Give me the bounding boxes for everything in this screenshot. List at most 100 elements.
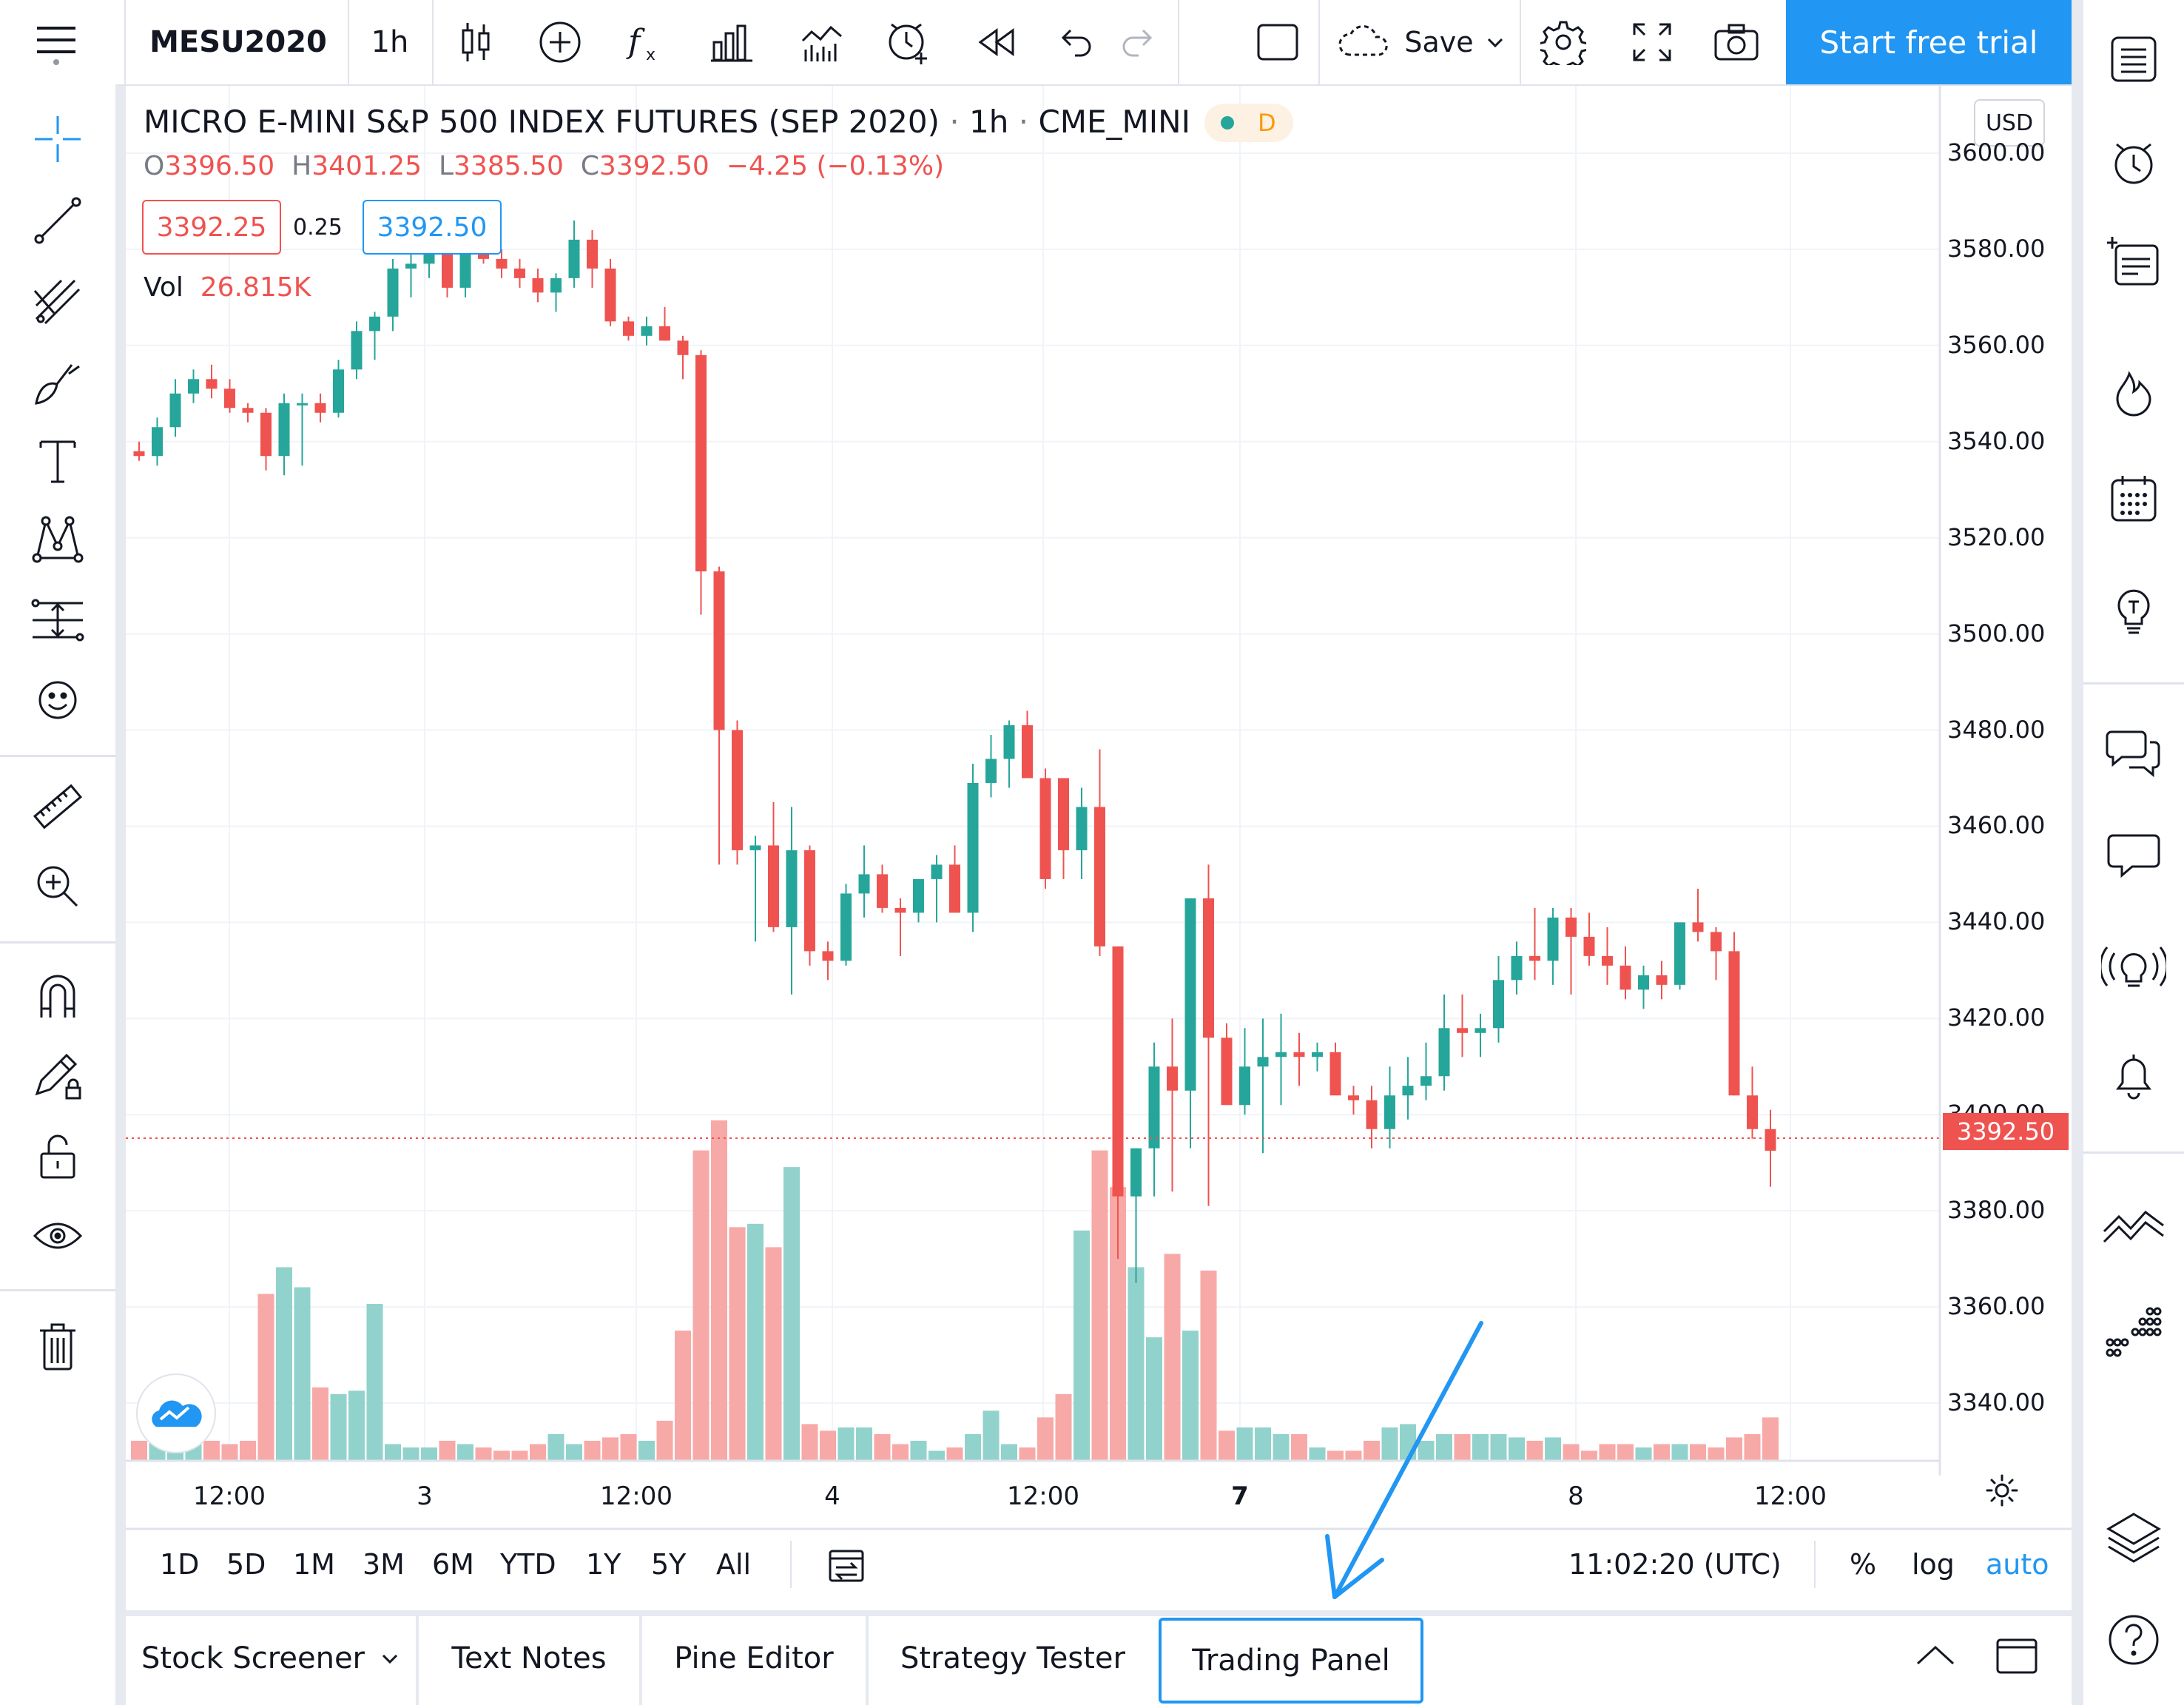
volume-bar <box>1690 1444 1706 1461</box>
add-compare-icon[interactable] <box>518 0 602 84</box>
undo-icon[interactable] <box>1033 0 1117 84</box>
alert-add-icon[interactable] <box>866 0 950 84</box>
watchlist-icon[interactable] <box>2101 27 2166 92</box>
settings-gear-icon[interactable] <box>1521 0 1605 84</box>
tab-pine-editor[interactable]: Pine Editor <box>642 1616 866 1701</box>
market-status-badge[interactable]: D <box>1204 104 1293 142</box>
lock-icon[interactable] <box>27 1125 89 1187</box>
range-1y[interactable]: 1Y <box>586 1548 621 1581</box>
candle <box>1728 932 1740 1096</box>
tab-strategy-tester[interactable]: Strategy Tester <box>869 1616 1157 1701</box>
range-5d[interactable]: 5D <box>226 1548 266 1581</box>
magnet-icon[interactable] <box>27 965 89 1027</box>
tab-stock-screener[interactable]: Stock Screener <box>126 1616 414 1701</box>
help-icon[interactable] <box>2101 1607 2166 1672</box>
volume-bar <box>366 1304 383 1461</box>
volume-bar <box>1037 1417 1054 1461</box>
maximize-panel-icon[interactable] <box>1995 1637 2039 1678</box>
eye-icon[interactable] <box>27 1205 89 1267</box>
zoom-in-icon[interactable] <box>27 855 89 918</box>
candles-chart-type-icon[interactable] <box>434 0 518 84</box>
chart-canvas[interactable] <box>126 86 2072 1610</box>
candle <box>967 764 979 932</box>
chart-pane[interactable] <box>126 86 2072 1610</box>
streams-icon[interactable] <box>2101 934 2166 999</box>
notifications-bell-icon[interactable] <box>2101 1043 2166 1109</box>
chart-legend[interactable]: MICRO E-MINI S&P 500 INDEX FUTURES (SEP … <box>144 104 1190 140</box>
hotlist-flame-icon[interactable] <box>2101 361 2166 426</box>
candle <box>405 249 417 297</box>
candle-body <box>1203 898 1214 1038</box>
alarm-clock-icon[interactable] <box>2101 130 2166 195</box>
candle-body <box>1765 1129 1776 1151</box>
redo-icon[interactable] <box>1096 0 1181 84</box>
candle-body <box>985 759 997 783</box>
replay-icon[interactable] <box>954 0 1039 84</box>
order-book-icon[interactable] <box>2101 1299 2166 1365</box>
time-tick-label: 12:00 <box>1754 1482 1827 1511</box>
crosshair-icon[interactable] <box>27 108 89 170</box>
volume-bar <box>729 1227 746 1461</box>
clock-readout[interactable]: 11:02:20 (UTC) <box>1568 1548 1782 1581</box>
tradingview-logo-icon[interactable] <box>138 1375 215 1452</box>
tab-trading-panel[interactable]: Trading Panel <box>1159 1618 1423 1704</box>
candle-body <box>260 412 272 457</box>
layers-icon[interactable] <box>2101 1505 2166 1570</box>
candle <box>804 845 815 966</box>
interval-button[interactable]: 1h <box>349 0 431 84</box>
sell-price-button[interactable]: 3392.25 <box>142 200 281 255</box>
pattern-icon[interactable] <box>27 509 89 571</box>
currency-button[interactable]: USD <box>1974 99 2045 147</box>
smiley-icon[interactable] <box>27 669 89 731</box>
trash-icon[interactable] <box>27 1316 89 1378</box>
ruler-icon[interactable] <box>27 776 89 838</box>
range-1m[interactable]: 1M <box>293 1548 335 1581</box>
price-tick-label: 3420.00 <box>1947 1003 2046 1032</box>
range-6m[interactable]: 6M <box>432 1548 474 1581</box>
tab-text-notes[interactable]: Text Notes <box>419 1616 639 1701</box>
range-5y[interactable]: 5Y <box>651 1548 687 1581</box>
percent-toggle[interactable]: % <box>1850 1548 1877 1581</box>
axis-settings-icon[interactable] <box>1986 1474 2018 1510</box>
brush-icon[interactable] <box>27 352 89 414</box>
range-1d[interactable]: 1D <box>160 1548 200 1581</box>
log-toggle[interactable]: log <box>1912 1548 1955 1581</box>
chats-icon[interactable] <box>2101 719 2166 784</box>
fullscreen-icon[interactable] <box>1610 0 1694 84</box>
start-free-trial-button[interactable]: Start free trial <box>1786 0 2072 84</box>
layout-icon[interactable] <box>1236 0 1320 84</box>
range-3m[interactable]: 3M <box>363 1548 405 1581</box>
buy-price-button[interactable]: 3392.50 <box>363 200 502 255</box>
go-to-date-icon[interactable] <box>826 1547 867 1588</box>
collapse-panel-icon[interactable] <box>1913 1640 1958 1672</box>
dom-chart-icon[interactable] <box>2101 1196 2166 1261</box>
trend-line-icon[interactable] <box>27 189 89 252</box>
public-chat-icon[interactable] <box>2101 823 2166 888</box>
pitchfork-icon[interactable] <box>27 271 89 333</box>
time-tick-label: 12:00 <box>1007 1482 1079 1511</box>
volume-bar <box>348 1390 365 1461</box>
text-icon[interactable] <box>27 429 89 491</box>
ideas-lightbulb-icon[interactable] <box>2101 577 2166 642</box>
symbol-search[interactable]: MESU2020 <box>127 0 349 84</box>
stay-in-drawing-icon[interactable] <box>27 1045 89 1107</box>
candle <box>1493 955 1504 1043</box>
prediction-icon[interactable] <box>27 589 89 651</box>
financials-icon[interactable] <box>690 0 774 84</box>
candle-body <box>459 254 471 288</box>
calendar-icon[interactable] <box>2101 466 2166 531</box>
candle <box>949 845 960 913</box>
auto-toggle[interactable]: auto <box>1986 1548 2049 1581</box>
menu-icon[interactable] <box>18 0 95 84</box>
camera-icon[interactable] <box>1694 0 1779 84</box>
volume-bar <box>856 1427 872 1461</box>
volume-legend[interactable]: Vol 26.815K <box>144 272 311 303</box>
candle <box>387 258 399 332</box>
save-button[interactable]: Save <box>1324 0 1517 84</box>
ask-value: 3392.50 <box>377 212 488 243</box>
range-all[interactable]: All <box>716 1548 752 1581</box>
range-ytd[interactable]: YTD <box>500 1548 556 1581</box>
data-window-icon[interactable] <box>2101 229 2166 295</box>
templates-icon[interactable] <box>780 0 864 84</box>
